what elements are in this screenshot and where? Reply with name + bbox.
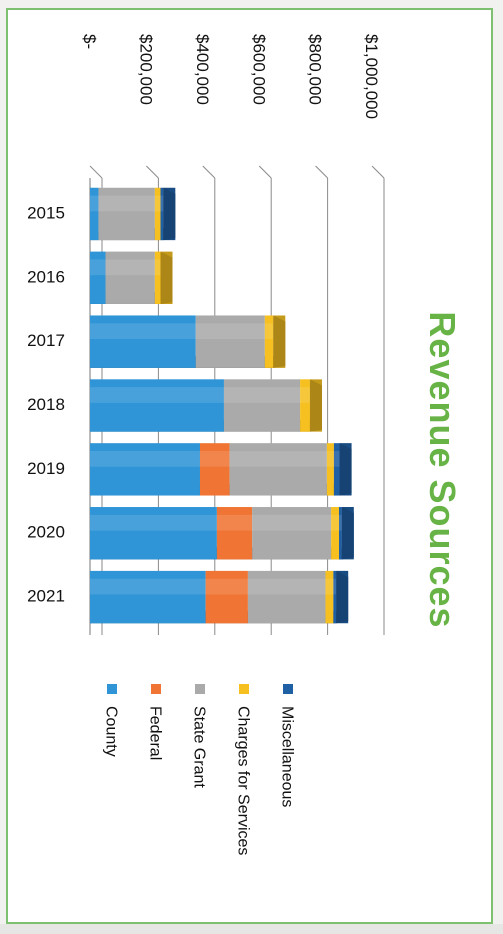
gridline-depth bbox=[315, 165, 328, 179]
bar-segment-county bbox=[90, 570, 218, 624]
bar-segment-county bbox=[90, 315, 208, 368]
legend-label: State Grant bbox=[190, 706, 207, 788]
bar-segment-state-grant bbox=[247, 570, 338, 624]
gridline-depth bbox=[146, 165, 159, 179]
legend-swatch bbox=[239, 684, 249, 694]
bar-segment-charges-for-services bbox=[264, 315, 286, 368]
chart-title: Revenue Sources bbox=[422, 311, 463, 628]
bottom-margin bbox=[0, 924, 503, 934]
gridline-depth bbox=[89, 165, 103, 179]
value-tick-label: $600,000 bbox=[249, 34, 268, 105]
bars-layer bbox=[90, 187, 354, 624]
category-labels: 2015 2016 2017 2018 2019 2020 2021 bbox=[27, 203, 65, 605]
legend-label: Charges for Services bbox=[234, 706, 251, 855]
bar-segment-miscellaneous bbox=[333, 443, 352, 496]
bar-segment-state-grant bbox=[229, 443, 339, 496]
bar-segment-county bbox=[90, 443, 212, 496]
legend: County Federal State Grant Charges for Serv… bbox=[102, 684, 295, 855]
legend-swatch bbox=[283, 684, 293, 694]
legend-item: Federal bbox=[146, 684, 163, 760]
value-tick-label: $200,000 bbox=[136, 34, 155, 105]
category-label: 2016 bbox=[27, 267, 65, 286]
category-label: 2017 bbox=[27, 331, 65, 350]
bar-segment-county bbox=[90, 507, 229, 560]
bar-segment-federal bbox=[205, 570, 260, 624]
legend-item: County bbox=[102, 684, 119, 757]
bar-segment-state-grant bbox=[98, 187, 167, 241]
category-label: 2015 bbox=[27, 203, 65, 222]
category-label: 2019 bbox=[27, 459, 65, 478]
value-tick-label: $400,000 bbox=[193, 34, 212, 105]
tick-labels: $- $200,000 $400,000 $600,000 $800,000 $1,000… bbox=[80, 34, 381, 119]
bar-segment-miscellaneous bbox=[339, 507, 354, 560]
legend-swatch bbox=[107, 684, 117, 694]
category-label: 2018 bbox=[27, 395, 65, 414]
legend-label: Federal bbox=[146, 706, 163, 760]
value-tick-label: $- bbox=[80, 34, 99, 49]
value-tick-label: $1,000,000 bbox=[362, 34, 381, 119]
gridline-depth bbox=[258, 165, 272, 179]
legend-swatch bbox=[151, 684, 161, 694]
legend-item: Charges for Services bbox=[234, 684, 251, 855]
bar-segment-state-grant bbox=[195, 315, 277, 368]
legend-item: State Grant bbox=[190, 684, 207, 788]
bar-segment-county bbox=[90, 379, 236, 432]
value-tick-label: $800,000 bbox=[306, 34, 325, 105]
legend-label: Miscellaneous bbox=[278, 706, 295, 807]
legend-item: Miscellaneous bbox=[278, 684, 295, 807]
bar-segment-charges-for-services bbox=[300, 379, 322, 432]
gridline-depth bbox=[371, 165, 385, 179]
gridline-depth bbox=[202, 165, 216, 179]
bar-segment-miscellaneous bbox=[160, 187, 176, 241]
bar-segment-state-grant bbox=[223, 379, 313, 432]
bar-segment-state-grant bbox=[105, 251, 167, 304]
legend-label: County bbox=[102, 706, 119, 757]
bar-segment-charges-for-services bbox=[154, 251, 173, 304]
category-label: 2021 bbox=[27, 587, 65, 606]
category-label: 2020 bbox=[27, 523, 65, 542]
bar-segment-miscellaneous bbox=[333, 570, 349, 624]
bar-segment-state-grant bbox=[252, 507, 344, 560]
legend-swatch bbox=[195, 684, 205, 694]
